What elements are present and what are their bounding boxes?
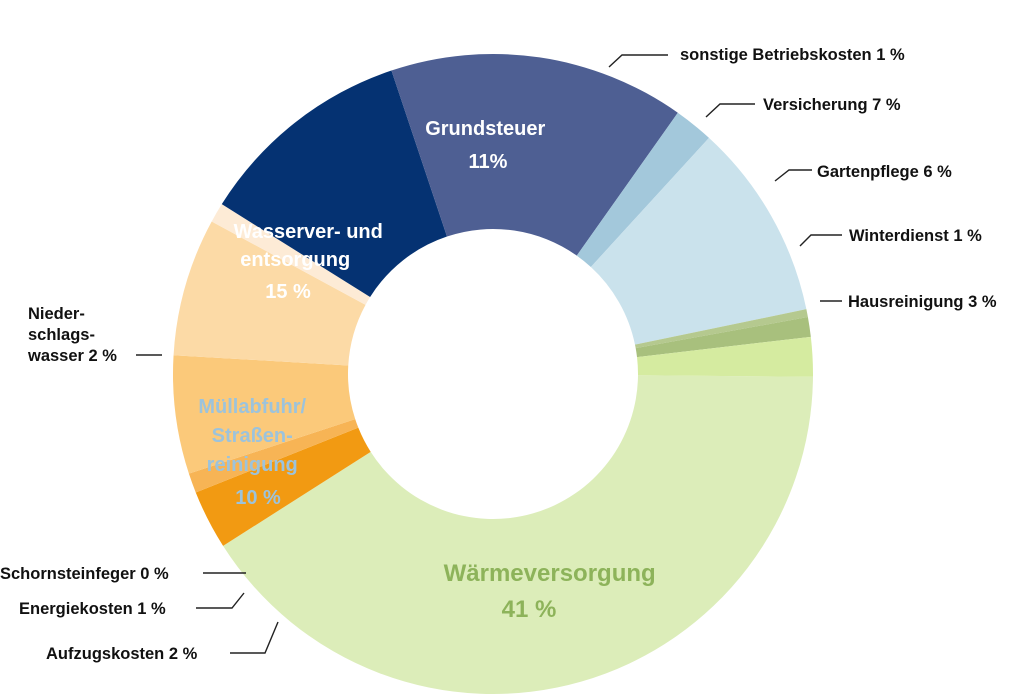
label-energie: Energiekosten 1 %: [19, 600, 166, 618]
label-versicherung: Versicherung 7 %: [763, 96, 901, 114]
slice-müllabfuhr-straßenreinigung: [590, 137, 807, 345]
label-muell: Müllabfuhr/ Straßen- reinigung 10 %: [198, 396, 311, 509]
label-wasser: Wasserver- und entsorgung 15 %: [234, 221, 389, 303]
label-waerme-name: Wärmeversorgung: [444, 560, 656, 587]
slice-sonstige-betriebskosten: [211, 204, 371, 305]
leader-lines: [136, 54, 842, 654]
slice-grundsteuer: [221, 70, 447, 298]
leader-gartenpflege: [774, 169, 812, 182]
slice-wasserver-und-entsorgung: [391, 54, 678, 256]
label-sonstige: sonstige Betriebskosten 1 %: [680, 46, 905, 64]
label-grundsteuer: Grundsteuer 11%: [425, 118, 551, 173]
label-grundsteuer-value: 11%: [469, 151, 508, 173]
label-muell-line2: Straßen-: [212, 425, 293, 447]
leader-energie: [196, 592, 245, 609]
label-hausreinigung: Hausreinigung 3 %: [848, 293, 997, 311]
label-niederschlag-line2: schlags-: [28, 326, 95, 344]
slice-aufzugskosten: [637, 336, 813, 377]
label-niederschlag: Nieder- schlags- wasser 2 %: [27, 305, 117, 365]
slice-gartenpflege: [172, 355, 356, 474]
label-muell-line3: reinigung: [207, 454, 298, 476]
label-winterdienst: Winterdienst 1 %: [849, 227, 982, 245]
label-niederschlag-line3: wasser 2 %: [27, 347, 117, 365]
label-grundsteuer-name: Grundsteuer: [425, 118, 545, 140]
leader-winterdienst: [799, 234, 842, 247]
slice-versicherung: [173, 221, 366, 366]
leader-aufzug: [230, 621, 279, 654]
donut-slices: [172, 54, 813, 694]
label-waerme-value: 41 %: [502, 596, 557, 623]
slice-energiekosten: [635, 317, 811, 358]
label-wasser-line1: Wasserver- und: [234, 221, 383, 243]
label-aufzug: Aufzugskosten 2 %: [46, 645, 198, 663]
label-niederschlag-line1: Nieder-: [28, 305, 85, 323]
label-muell-line1: Müllabfuhr/: [198, 396, 306, 418]
label-wasser-value: 15 %: [265, 281, 311, 303]
slice-hausreinigung: [195, 427, 371, 546]
slice-niederschlagswasser: [576, 112, 709, 268]
label-waerme: Wärmeversorgung 41 %: [444, 560, 663, 623]
slice-wärmeversorgung: [223, 375, 813, 694]
label-wasser-line2: entsorgung: [240, 249, 350, 271]
leader-sonstige: [608, 54, 668, 68]
label-muell-value: 10 %: [235, 487, 281, 509]
label-schornstein: Schornsteinfeger 0 %: [0, 565, 169, 583]
leader-versicherung: [705, 103, 755, 118]
slice-winterdienst: [188, 419, 359, 493]
label-gartenpflege: Gartenpflege 6 %: [817, 163, 952, 181]
slice-schornsteinfeger: [634, 309, 808, 349]
